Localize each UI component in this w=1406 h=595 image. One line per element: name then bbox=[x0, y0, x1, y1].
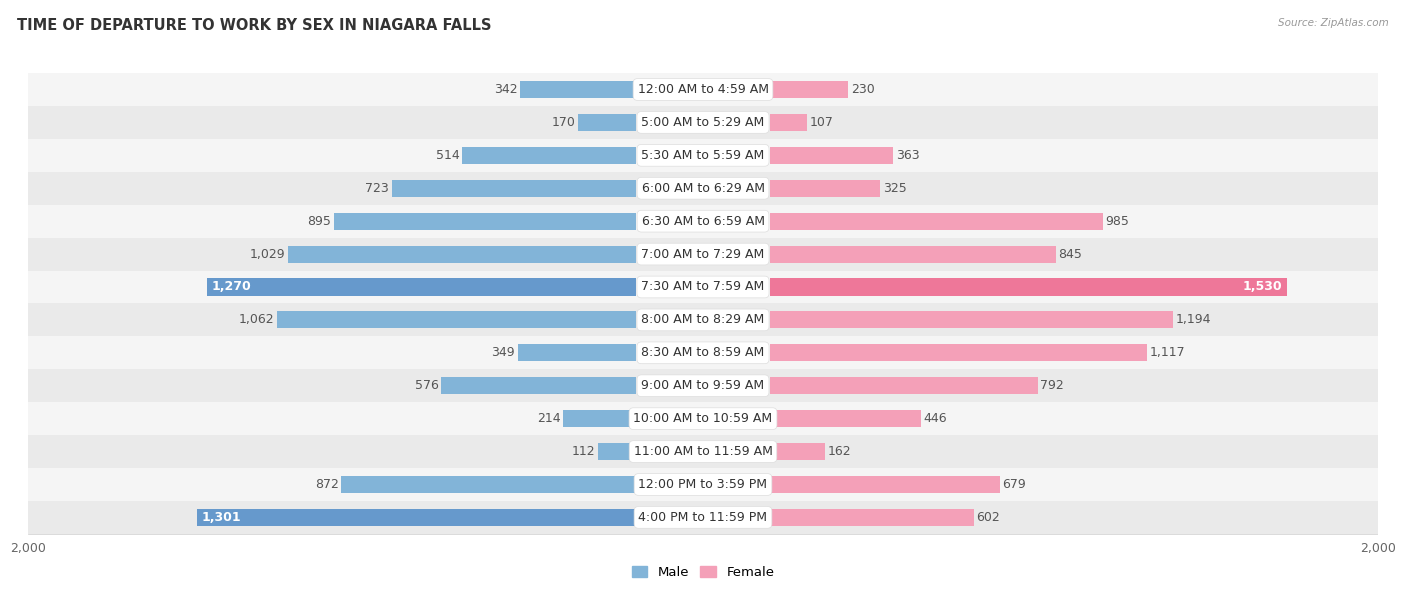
Text: 1,301: 1,301 bbox=[201, 511, 242, 524]
Bar bbox=[564, 410, 636, 427]
Bar bbox=[28, 468, 1378, 501]
Text: TIME OF DEPARTURE TO WORK BY SEX IN NIAGARA FALLS: TIME OF DEPARTURE TO WORK BY SEX IN NIAG… bbox=[17, 18, 491, 33]
Bar bbox=[770, 443, 825, 460]
Text: 895: 895 bbox=[307, 215, 330, 228]
Bar bbox=[770, 278, 1286, 296]
Bar bbox=[197, 509, 636, 526]
Text: 1,117: 1,117 bbox=[1150, 346, 1185, 359]
Bar bbox=[770, 180, 880, 197]
Bar bbox=[770, 377, 1038, 394]
Bar bbox=[28, 139, 1378, 172]
Bar bbox=[770, 81, 848, 98]
Text: 349: 349 bbox=[492, 346, 515, 359]
Text: 576: 576 bbox=[415, 379, 439, 392]
Bar bbox=[28, 369, 1378, 402]
Text: 12:00 AM to 4:59 AM: 12:00 AM to 4:59 AM bbox=[637, 83, 769, 96]
Text: 5:30 AM to 5:59 AM: 5:30 AM to 5:59 AM bbox=[641, 149, 765, 162]
Bar bbox=[441, 377, 636, 394]
Bar bbox=[770, 147, 893, 164]
Text: 723: 723 bbox=[366, 181, 389, 195]
Text: 363: 363 bbox=[896, 149, 920, 162]
Text: 1,194: 1,194 bbox=[1175, 314, 1212, 327]
Text: 602: 602 bbox=[976, 511, 1000, 524]
Text: 446: 446 bbox=[924, 412, 948, 425]
Text: Source: ZipAtlas.com: Source: ZipAtlas.com bbox=[1278, 18, 1389, 28]
Text: 9:00 AM to 9:59 AM: 9:00 AM to 9:59 AM bbox=[641, 379, 765, 392]
Text: 342: 342 bbox=[494, 83, 517, 96]
Bar bbox=[28, 501, 1378, 534]
Text: 985: 985 bbox=[1105, 215, 1129, 228]
Bar bbox=[288, 246, 636, 262]
Bar bbox=[207, 278, 636, 296]
Bar bbox=[28, 73, 1378, 106]
Text: 214: 214 bbox=[537, 412, 561, 425]
Text: 325: 325 bbox=[883, 181, 907, 195]
Bar bbox=[28, 205, 1378, 237]
Bar bbox=[770, 212, 1102, 230]
Text: 514: 514 bbox=[436, 149, 460, 162]
Text: 12:00 PM to 3:59 PM: 12:00 PM to 3:59 PM bbox=[638, 478, 768, 491]
Text: 6:30 AM to 6:59 AM: 6:30 AM to 6:59 AM bbox=[641, 215, 765, 228]
Text: 7:30 AM to 7:59 AM: 7:30 AM to 7:59 AM bbox=[641, 280, 765, 293]
Bar bbox=[28, 106, 1378, 139]
Text: 845: 845 bbox=[1059, 248, 1083, 261]
Text: 1,530: 1,530 bbox=[1241, 280, 1282, 293]
Bar bbox=[770, 509, 973, 526]
Text: 6:00 AM to 6:29 AM: 6:00 AM to 6:29 AM bbox=[641, 181, 765, 195]
Text: 112: 112 bbox=[571, 445, 595, 458]
Bar bbox=[333, 212, 636, 230]
Text: 679: 679 bbox=[1002, 478, 1026, 491]
Bar bbox=[391, 180, 636, 197]
Text: 8:30 AM to 8:59 AM: 8:30 AM to 8:59 AM bbox=[641, 346, 765, 359]
Bar bbox=[463, 147, 636, 164]
Bar bbox=[520, 81, 636, 98]
Bar bbox=[578, 114, 636, 131]
Bar bbox=[770, 345, 1147, 361]
Bar bbox=[28, 172, 1378, 205]
Bar bbox=[28, 435, 1378, 468]
Text: 11:00 AM to 11:59 AM: 11:00 AM to 11:59 AM bbox=[634, 445, 772, 458]
Bar bbox=[770, 114, 807, 131]
Bar bbox=[770, 476, 1000, 493]
Text: 1,029: 1,029 bbox=[250, 248, 285, 261]
Text: 107: 107 bbox=[810, 116, 834, 129]
Text: 1,062: 1,062 bbox=[239, 314, 274, 327]
Text: 7:00 AM to 7:29 AM: 7:00 AM to 7:29 AM bbox=[641, 248, 765, 261]
Text: 792: 792 bbox=[1040, 379, 1064, 392]
Bar bbox=[517, 345, 636, 361]
Bar bbox=[770, 410, 921, 427]
Bar bbox=[342, 476, 636, 493]
Bar bbox=[598, 443, 636, 460]
Bar bbox=[28, 303, 1378, 336]
Text: 5:00 AM to 5:29 AM: 5:00 AM to 5:29 AM bbox=[641, 116, 765, 129]
Text: 230: 230 bbox=[851, 83, 875, 96]
Text: 170: 170 bbox=[551, 116, 575, 129]
Text: 8:00 AM to 8:29 AM: 8:00 AM to 8:29 AM bbox=[641, 314, 765, 327]
Text: 4:00 PM to 11:59 PM: 4:00 PM to 11:59 PM bbox=[638, 511, 768, 524]
Bar bbox=[770, 246, 1056, 262]
Text: 162: 162 bbox=[828, 445, 852, 458]
Bar bbox=[770, 311, 1174, 328]
Legend: Male, Female: Male, Female bbox=[626, 561, 780, 585]
Bar bbox=[277, 311, 636, 328]
Bar bbox=[28, 237, 1378, 271]
Text: 872: 872 bbox=[315, 478, 339, 491]
Text: 10:00 AM to 10:59 AM: 10:00 AM to 10:59 AM bbox=[634, 412, 772, 425]
Bar bbox=[28, 271, 1378, 303]
Text: 1,270: 1,270 bbox=[212, 280, 252, 293]
Bar bbox=[28, 402, 1378, 435]
Bar bbox=[28, 336, 1378, 369]
